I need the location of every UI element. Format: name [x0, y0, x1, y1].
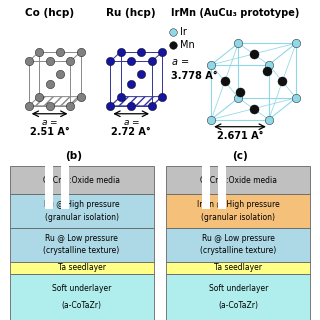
Text: (a-CoTaZr): (a-CoTaZr) — [219, 301, 259, 310]
Text: (c): (c) — [232, 150, 248, 161]
Bar — [166, 274, 310, 320]
Text: Ru @ High pressure: Ru @ High pressure — [44, 200, 119, 209]
Bar — [10, 194, 154, 228]
Bar — [45, 166, 53, 209]
Text: (a-CoTaZr): (a-CoTaZr) — [61, 301, 102, 310]
Text: (granular isolation): (granular isolation) — [44, 212, 119, 221]
Text: CoCrPt:Oxide media: CoCrPt:Oxide media — [43, 176, 120, 185]
Text: 2.671 A°: 2.671 A° — [217, 131, 263, 141]
Bar — [218, 166, 226, 209]
Bar — [10, 262, 154, 274]
Bar — [10, 166, 154, 194]
Bar — [166, 262, 310, 274]
Bar — [10, 228, 154, 262]
Polygon shape — [110, 97, 162, 106]
Text: 2.72 A°: 2.72 A° — [111, 127, 151, 138]
Text: Soft underlayer: Soft underlayer — [209, 284, 268, 293]
Text: (granular isolation): (granular isolation) — [201, 212, 276, 221]
Text: Ta seedlayer: Ta seedlayer — [214, 263, 262, 272]
Text: Soft underlayer: Soft underlayer — [52, 284, 111, 293]
Text: 3.778 A°: 3.778 A° — [171, 71, 218, 81]
Bar — [61, 166, 69, 209]
Bar — [166, 166, 310, 194]
Text: $a$ =: $a$ = — [123, 118, 140, 127]
Text: Ru (hcp): Ru (hcp) — [106, 8, 156, 18]
Text: $a$ =: $a$ = — [171, 57, 189, 67]
Bar — [202, 166, 210, 209]
Text: Ru @ Low pressure: Ru @ Low pressure — [202, 234, 275, 243]
Text: Co (hcp): Co (hcp) — [25, 8, 74, 18]
Text: (crystalline texture): (crystalline texture) — [44, 246, 120, 255]
Text: Ta seedlayer: Ta seedlayer — [58, 263, 106, 272]
Text: IrMn (AuCu₃ prototype): IrMn (AuCu₃ prototype) — [171, 8, 300, 18]
Text: $a$ =: $a$ = — [41, 118, 58, 127]
Text: CoCrPt:Oxide media: CoCrPt:Oxide media — [200, 176, 277, 185]
Bar — [166, 194, 310, 228]
Text: Ir: Ir — [180, 27, 187, 37]
Bar — [166, 228, 310, 262]
Bar — [10, 274, 154, 320]
Text: IrMn @ High pressure: IrMn @ High pressure — [197, 200, 280, 209]
Text: Ru @ Low pressure: Ru @ Low pressure — [45, 234, 118, 243]
Text: Mn: Mn — [180, 40, 195, 50]
Polygon shape — [29, 97, 81, 106]
Text: (b): (b) — [65, 150, 82, 161]
Text: 2.51 A°: 2.51 A° — [30, 127, 69, 138]
Text: (crystalline texture): (crystalline texture) — [200, 246, 276, 255]
